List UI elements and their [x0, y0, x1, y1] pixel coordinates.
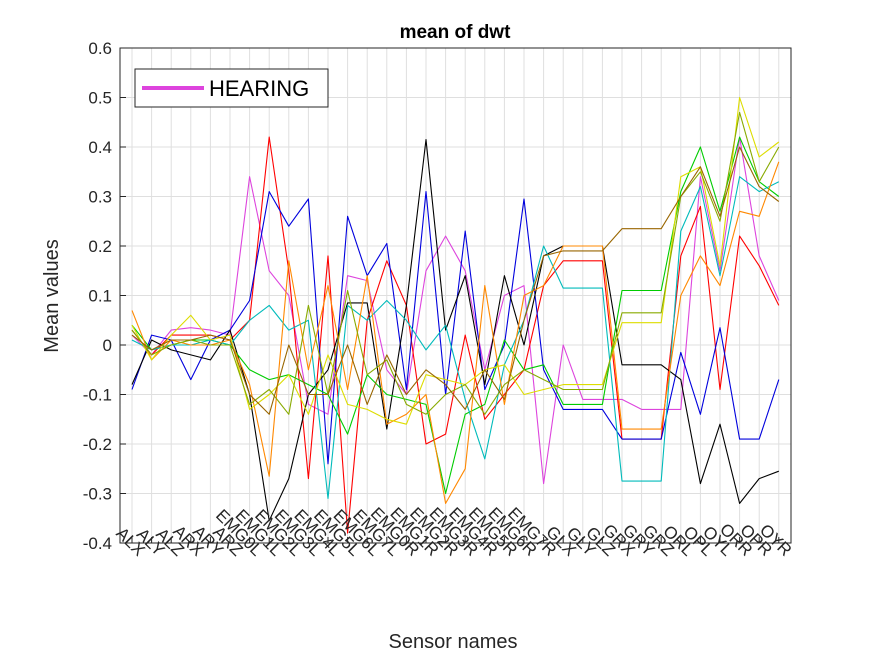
- x-axis-label: Sensor names: [389, 631, 518, 653]
- y-axis-label: Mean values: [41, 239, 63, 352]
- y-tick-label: 0.1: [88, 287, 112, 306]
- y-tick-label: 0.2: [88, 237, 112, 256]
- y-tick-label: 0.5: [88, 89, 112, 108]
- y-tick-label: -0.2: [83, 435, 112, 454]
- legend-entry: HEARING: [209, 76, 309, 101]
- series-line-10: [131, 146, 780, 415]
- y-tick-label: -0.1: [83, 386, 112, 405]
- y-tick-label: 0: [103, 336, 112, 355]
- series-line-6: [131, 176, 780, 499]
- series-line-7: [131, 161, 780, 504]
- series-line-8: [131, 96, 780, 425]
- series-line-5: [131, 136, 780, 495]
- series-line-1: [131, 136, 780, 485]
- y-tick-labels: -0.4 -0.3 -0.2 -0.1 0 0.1 0.2 0.3 0.4 0.5 0.6: [83, 39, 126, 553]
- y-tick-label: -0.4: [83, 534, 112, 553]
- y-tick-label: 0.3: [88, 188, 112, 207]
- legend: HEARING: [134, 68, 329, 108]
- series-line-9: [131, 111, 780, 415]
- series-lines: [131, 96, 780, 534]
- y-tick-label: 0.6: [88, 39, 112, 58]
- series-line-3: [131, 191, 780, 465]
- chart-title: mean of dwt: [400, 22, 512, 43]
- y-tick-label: -0.3: [83, 485, 112, 504]
- grid-lines: [120, 47, 791, 544]
- series-line-2: [131, 136, 780, 534]
- y-tick-label: 0.4: [88, 138, 112, 157]
